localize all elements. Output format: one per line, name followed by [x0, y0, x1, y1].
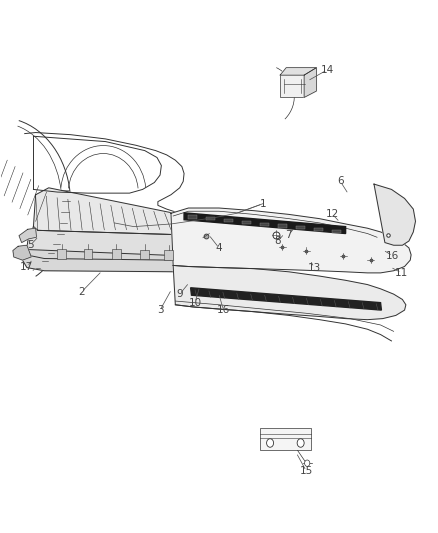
- Bar: [260, 223, 269, 226]
- Polygon shape: [173, 265, 406, 320]
- Polygon shape: [280, 68, 316, 75]
- Polygon shape: [27, 227, 188, 260]
- Bar: [314, 228, 323, 231]
- Bar: [205, 217, 215, 221]
- Text: 11: 11: [395, 268, 408, 278]
- Text: 16: 16: [217, 305, 230, 315]
- Polygon shape: [374, 184, 416, 245]
- Bar: [223, 219, 233, 222]
- Text: 6: 6: [337, 176, 344, 187]
- Bar: [112, 249, 121, 259]
- Bar: [57, 249, 66, 259]
- Text: 10: 10: [188, 297, 201, 308]
- Bar: [278, 224, 287, 228]
- Bar: [296, 226, 305, 229]
- Bar: [280, 75, 304, 98]
- Polygon shape: [13, 245, 31, 260]
- Text: 5: 5: [27, 240, 34, 250]
- Polygon shape: [22, 249, 188, 272]
- Bar: [332, 230, 341, 233]
- Circle shape: [267, 439, 274, 447]
- Text: 8: 8: [275, 236, 281, 246]
- Circle shape: [304, 460, 310, 466]
- Text: 17: 17: [20, 262, 34, 271]
- Polygon shape: [19, 228, 36, 243]
- Bar: [164, 250, 173, 260]
- Bar: [187, 215, 197, 219]
- Polygon shape: [304, 68, 316, 98]
- Bar: [84, 249, 92, 259]
- Text: 9: 9: [177, 289, 183, 299]
- Polygon shape: [191, 288, 381, 310]
- Bar: [242, 221, 251, 224]
- Polygon shape: [33, 188, 184, 235]
- Text: 1: 1: [259, 199, 266, 209]
- Polygon shape: [184, 213, 346, 233]
- Bar: [260, 428, 311, 450]
- Text: 13: 13: [307, 263, 321, 272]
- Polygon shape: [171, 208, 411, 273]
- Text: 7: 7: [286, 230, 292, 240]
- Text: 16: 16: [386, 251, 399, 261]
- Text: 15: 15: [300, 466, 313, 476]
- Text: 3: 3: [157, 305, 163, 315]
- Bar: [141, 250, 149, 260]
- Circle shape: [297, 439, 304, 447]
- Text: 12: 12: [326, 209, 339, 220]
- Text: 4: 4: [215, 243, 223, 253]
- Text: 2: 2: [78, 287, 85, 297]
- Text: 14: 14: [321, 65, 334, 75]
